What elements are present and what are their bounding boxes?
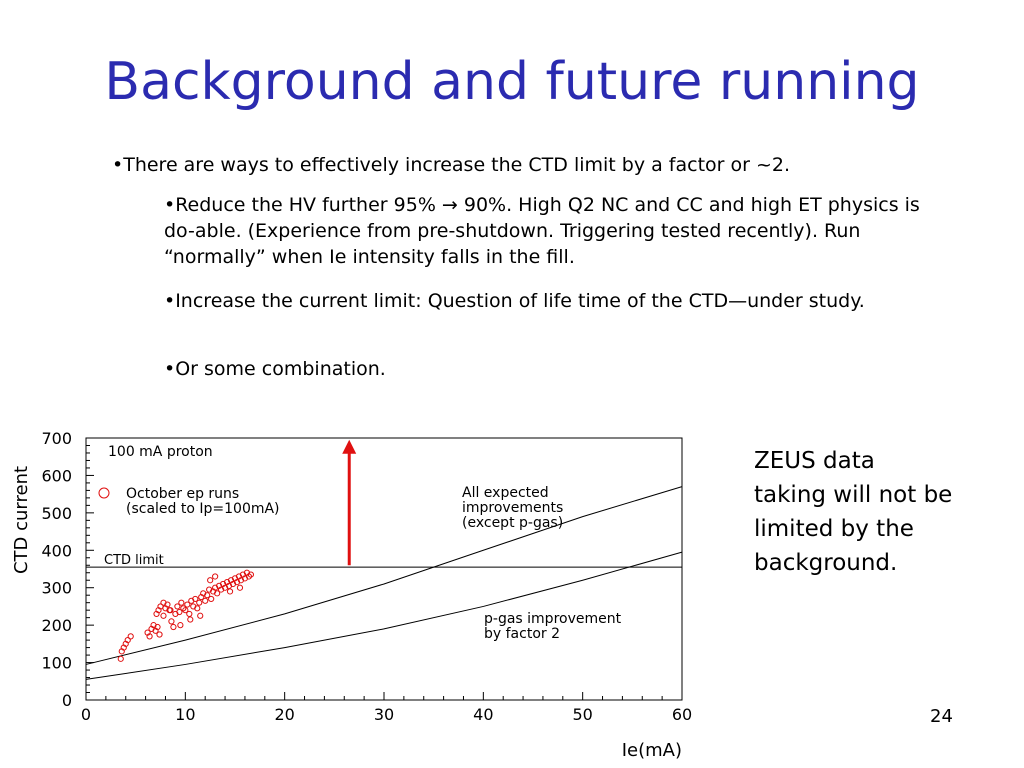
data-point (187, 616, 194, 623)
bullet-1: •There are ways to effectively increase … (112, 154, 791, 176)
data-point (236, 584, 244, 591)
y-tick-label: 0 (62, 691, 72, 710)
data-point (186, 610, 193, 618)
data-point (192, 595, 199, 603)
data-point (204, 592, 211, 599)
bullet-4: •Or some combination. (164, 358, 386, 380)
data-point (202, 597, 209, 604)
data-point (194, 605, 201, 612)
y-tick-label: 600 (41, 466, 72, 485)
data-point (127, 633, 134, 640)
data-point (212, 573, 219, 580)
x-tick-label: 60 (672, 705, 692, 724)
lower-curve-label: by factor 2 (484, 626, 560, 642)
data-point (156, 631, 163, 638)
bullet-3: •Increase the current limit: Question of… (164, 290, 865, 312)
data-point (178, 599, 185, 606)
curve-lower (85, 551, 683, 680)
data-point (208, 595, 215, 603)
data-point (197, 612, 204, 619)
data-point (167, 607, 174, 614)
data-point (168, 618, 175, 625)
data-point (176, 608, 183, 616)
arrow-head (342, 439, 357, 454)
slide-title: Background and future running (104, 52, 920, 112)
ctd-current-chart: 0 10 20 30 40 50 600100200300400500600700Ie(mA… (11, 429, 692, 761)
data-point (207, 577, 214, 584)
upper-curve-label: (except p-gas) (462, 515, 563, 531)
x-tick-label: 10 (175, 705, 195, 724)
upper-curve-label: All expected (462, 485, 549, 501)
x-tick-label: 50 (572, 705, 592, 724)
data-point (170, 623, 177, 631)
page-number: 24 (930, 706, 953, 727)
y-tick-label: 500 (41, 504, 72, 523)
x-tick-label: 20 (274, 705, 294, 724)
legend-label-line1: October ep runs (126, 486, 239, 502)
data-point (214, 590, 221, 597)
upper-curve-label: improvements (462, 500, 563, 516)
data-point (160, 612, 167, 619)
y-tick-label: 700 (41, 429, 72, 448)
legend-marker (98, 487, 110, 499)
y-tick-label: 300 (41, 579, 72, 598)
data-point (177, 622, 184, 629)
ctd-limit-label: CTD limit (104, 553, 164, 568)
data-point (245, 573, 253, 580)
data-point (182, 607, 189, 614)
legend-label-line2: (scaled to Ip=100mA) (126, 501, 280, 517)
data-point (146, 633, 153, 640)
data-point (180, 605, 187, 612)
lower-curve-label: p-gas improvement (484, 611, 622, 627)
x-axis-label: Ie(mA) (622, 740, 682, 761)
x-tick-label: 40 (473, 705, 493, 724)
y-tick-label: 400 (41, 541, 72, 560)
data-point (196, 599, 203, 606)
x-tick-label: 0 (81, 705, 91, 724)
data-point (184, 601, 191, 608)
data-point (117, 655, 124, 662)
data-point (124, 637, 131, 644)
side-note: ZEUS data taking will not be limited by … (754, 448, 953, 576)
y-axis-label: CTD current (11, 466, 32, 574)
data-point (247, 571, 254, 578)
header-annotation: 100 mA proton (108, 444, 213, 460)
plot-frame (85, 437, 683, 701)
data-point (154, 623, 161, 631)
y-tick-label: 200 (41, 616, 72, 635)
y-tick-label: 100 (41, 654, 72, 673)
data-point (174, 603, 181, 610)
bullet-2: •Reduce the HV further 95% → 90%. High Q… (164, 194, 920, 268)
data-point (160, 599, 167, 606)
x-tick-label: 30 (374, 705, 394, 724)
data-point (226, 588, 234, 595)
curve-upper (85, 486, 683, 665)
